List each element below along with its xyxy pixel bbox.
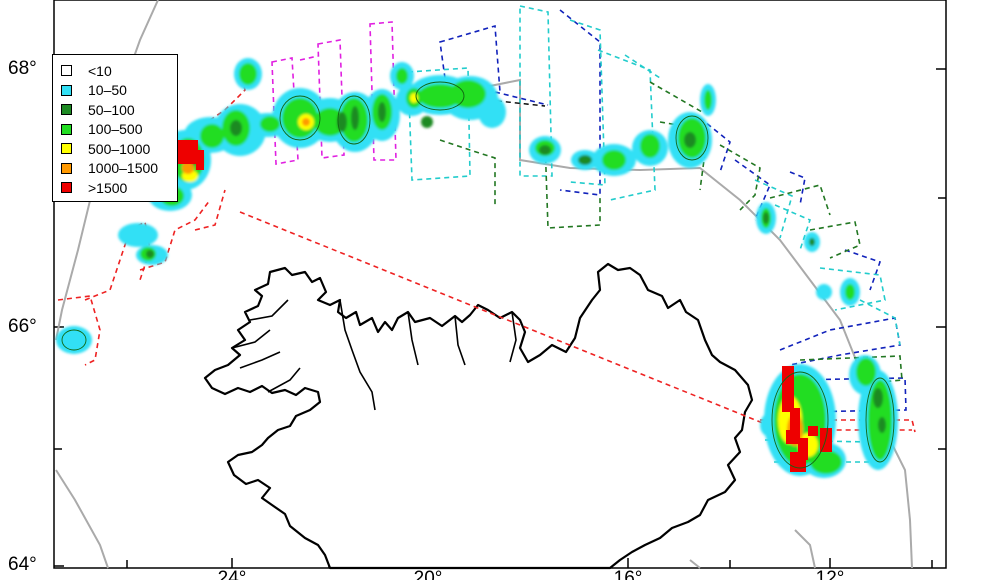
legend-swatch xyxy=(61,84,72,96)
y-tick-label-68: 68° xyxy=(8,58,37,79)
survey-boxes-blue xyxy=(439,9,907,413)
legend-item: 500–1000 xyxy=(61,139,177,159)
density-contour-lines xyxy=(61,81,895,469)
westfjord-detail xyxy=(231,299,517,411)
legend-swatch xyxy=(61,65,72,77)
y-tick-label-66: 66° xyxy=(8,316,37,337)
legend-item: 100–500 xyxy=(61,120,177,140)
legend-item: 1000–1500 xyxy=(61,159,177,179)
legend-swatch xyxy=(61,123,72,135)
y-tick-label-64: 64° xyxy=(8,554,37,575)
legend-label: >1500 xyxy=(88,179,128,196)
x-tick-label-12: 12° xyxy=(815,568,845,580)
legend-label: 1000–1500 xyxy=(88,160,159,177)
legend-swatch xyxy=(61,104,72,116)
legend-label: 100–500 xyxy=(88,121,143,138)
legend-item: >1500 xyxy=(61,178,177,198)
legend-label: 50–100 xyxy=(88,101,135,118)
legend-swatch xyxy=(61,162,72,174)
legend-label: 10–50 xyxy=(88,82,127,99)
legend-item: 50–100 xyxy=(61,100,177,120)
iceland-coastline xyxy=(203,262,754,570)
legend-label: <10 xyxy=(88,62,112,79)
x-tick-label-24: 24° xyxy=(217,568,247,580)
x-tick-label-16: 16° xyxy=(613,568,643,580)
x-tick-label-20: 20° xyxy=(413,568,443,580)
legend: <10 10–50 50–100 100–500 500–1000 1000–1… xyxy=(52,54,178,202)
legend-item: <10 xyxy=(61,61,177,81)
legend-swatch xyxy=(61,182,72,194)
legend-swatch xyxy=(61,143,72,155)
legend-item: 10–50 xyxy=(61,81,177,101)
legend-label: 500–1000 xyxy=(88,140,151,157)
